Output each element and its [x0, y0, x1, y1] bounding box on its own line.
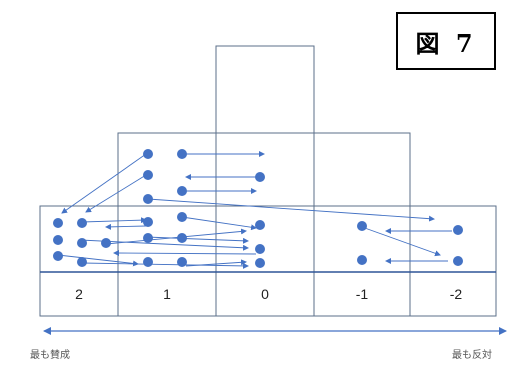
- respondent-dot: [53, 218, 63, 228]
- respondent-dots: [53, 149, 463, 268]
- respondent-dot: [255, 244, 265, 254]
- arrow: [181, 216, 257, 231]
- arrow: [81, 262, 249, 269]
- arrow: [361, 226, 441, 257]
- arrow: [113, 250, 257, 257]
- respondent-dot: [177, 233, 187, 243]
- arrow: [61, 153, 147, 214]
- scale-label-minus-2: -2: [449, 286, 463, 302]
- arrow: [85, 174, 147, 213]
- scale-label-1: 1: [163, 286, 171, 302]
- arrow: [57, 254, 139, 267]
- right-end-label: 最も反対: [452, 350, 492, 361]
- respondent-dot: [357, 255, 367, 265]
- respondent-dot: [143, 149, 153, 159]
- respondent-dot: [53, 251, 63, 261]
- respondent-dot: [255, 258, 265, 268]
- arrow: [185, 259, 247, 267]
- respondent-dot: [453, 225, 463, 235]
- arrow: [145, 236, 249, 244]
- respondent-dot: [177, 186, 187, 196]
- column-0-frame: [215, 45, 315, 273]
- scale-label-minus-1: -1: [355, 286, 369, 302]
- respondent-dot: [255, 220, 265, 230]
- respondent-dot: [177, 257, 187, 267]
- respondent-dot: [101, 238, 111, 248]
- respondent-dot: [143, 170, 153, 180]
- respondent-dot: [177, 212, 187, 222]
- respondent-dot: [53, 235, 63, 245]
- arrow: [147, 198, 435, 222]
- respondent-dot: [143, 217, 153, 227]
- respondent-dot: [143, 233, 153, 243]
- respondent-dot: [255, 172, 265, 182]
- scale-label-2: 2: [75, 286, 83, 302]
- arrow: [105, 228, 247, 245]
- arrow: [105, 223, 147, 230]
- respondent-dot: [77, 257, 87, 267]
- respondent-dot: [357, 221, 367, 231]
- arrow: [81, 217, 147, 224]
- left-end-label: 最も賛成: [30, 350, 70, 361]
- scale-label-0: 0: [261, 286, 269, 302]
- respondent-dot: [77, 218, 87, 228]
- respondent-dot: [453, 256, 463, 266]
- respondent-dot: [143, 257, 153, 267]
- figure-label: 図 7: [396, 12, 496, 70]
- respondent-dot: [177, 149, 187, 159]
- respondent-dot: [143, 194, 153, 204]
- respondent-dot: [77, 238, 87, 248]
- movement-arrows: [57, 151, 452, 269]
